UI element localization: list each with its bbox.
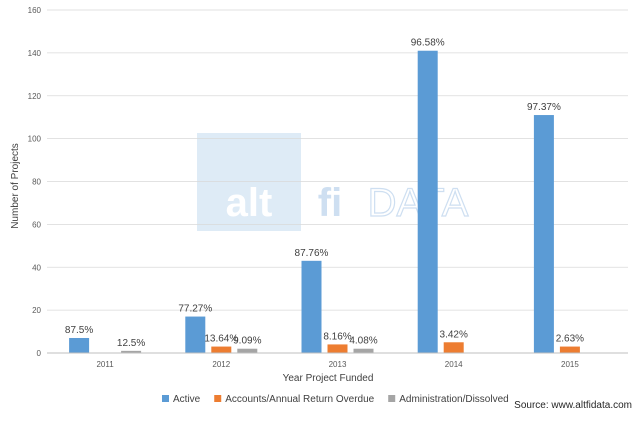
data-labels: 87.5% 12.5% 77.27% 13.64%9.09% 87.76% 8.16%4.… [65,38,584,349]
legend: Active Accounts/Annual Return Overdue Admi… [162,394,509,405]
bars [69,50,580,353]
data-label: 87.5% [65,325,93,336]
x-tick-label: 2012 [212,360,230,369]
data-label: 77.27% [178,304,212,315]
data-label: 4.08% [349,336,377,347]
x-tick-label: 2013 [329,360,347,369]
y-tick-label: 100 [28,135,42,144]
bar [559,346,580,353]
gridlines [47,9,628,311]
bar [237,348,258,353]
data-label: 3.42% [440,329,468,340]
data-label: 13.64% [204,334,238,345]
bar [533,115,554,353]
data-label: 12.5% [117,338,145,349]
bar [353,348,374,353]
x-tick-label: 2015 [561,360,579,369]
legend-swatch [214,395,222,402]
axes: 0 20 40 60 80 100 120 140 160 2011 2012 2013 2014 201… [28,6,628,369]
bar [185,316,206,353]
y-tick-label: 0 [37,349,42,358]
y-axis-title: Number of Projects [10,143,21,229]
bar [211,346,232,353]
bar [69,337,90,353]
bar [301,260,322,353]
data-label: 96.58% [411,38,445,49]
y-tick-label: 140 [28,49,42,58]
bar [121,350,142,353]
x-axis-title: Year Project Funded [283,373,374,384]
legend-label: Administration/Dissolved [399,394,509,405]
legend-label: Accounts/Annual Return Overdue [225,394,374,405]
watermark-alt: alt [226,181,273,225]
bar [443,342,464,353]
data-label: 8.16% [323,331,351,342]
watermark-fi: fi [318,181,342,225]
y-tick-label: 120 [28,92,42,101]
data-label: 87.76% [295,248,329,259]
data-label: 2.63% [556,334,584,345]
bar [327,344,348,353]
y-tick-label: 60 [32,220,41,229]
legend-label: Active [173,394,201,405]
legend-swatch [162,395,169,402]
y-tick-label: 40 [32,263,41,272]
x-tick-label: 2014 [445,360,463,369]
x-tick-label: 2011 [96,360,114,369]
y-tick-label: 160 [28,6,42,15]
legend-swatch [388,395,396,402]
y-tick-label: 20 [32,306,41,315]
source-note: Source: www.altfidata.com [514,400,632,411]
data-label: 9.09% [233,336,261,347]
y-tick-label: 80 [32,178,41,187]
bar [417,50,438,353]
data-label: 97.37% [527,102,561,113]
